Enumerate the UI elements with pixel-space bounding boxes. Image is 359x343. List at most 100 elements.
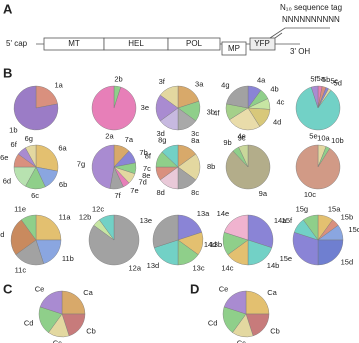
slice-label: 11d xyxy=(0,230,4,239)
tag-pointer xyxy=(274,32,283,39)
slice-label: 6b xyxy=(59,180,67,189)
slice-label: 8e xyxy=(142,171,150,180)
slice-label: 15c xyxy=(348,225,359,234)
pie-slice xyxy=(35,214,62,241)
slice-label: 4g xyxy=(221,81,229,90)
slice-label: 8g xyxy=(158,135,166,144)
slice-label: 8f xyxy=(145,151,152,160)
slice-label: 10c xyxy=(304,190,316,199)
tag-title: N₁₀ sequence tag xyxy=(280,3,342,12)
slice-label: 12c xyxy=(92,205,104,214)
pie-slice xyxy=(247,214,274,248)
slice-label: 4a xyxy=(257,75,266,84)
slice-label: 4c xyxy=(276,98,284,107)
slice-label: 13e xyxy=(140,216,153,225)
pie-slice xyxy=(229,107,261,131)
slice-label: Ce xyxy=(219,285,229,294)
gene-box xyxy=(249,37,276,51)
slice-label: 15g xyxy=(296,205,309,214)
pie-slice xyxy=(317,239,344,266)
slice-label: 2a xyxy=(105,132,114,141)
slice-label: 14c xyxy=(221,263,233,272)
slice-label: 3f xyxy=(159,77,166,86)
slice-label: 1b xyxy=(9,125,17,134)
slice-label: Cb xyxy=(270,327,280,336)
slice-label: Cc xyxy=(237,339,246,343)
slice-label: 2b xyxy=(114,74,122,83)
slice-label: 8a xyxy=(191,136,200,145)
pie-slice xyxy=(35,144,59,172)
slice-label: 7g xyxy=(77,159,85,168)
gene-box xyxy=(167,37,221,51)
slice-label: 11a xyxy=(59,212,72,221)
slice-label: 12b xyxy=(79,212,92,221)
pie-slice xyxy=(99,214,115,241)
gene-label: POL xyxy=(186,39,203,48)
pie-slice xyxy=(292,232,319,266)
slice-label: 13b xyxy=(210,240,223,249)
slice-label: 5e xyxy=(309,132,317,141)
slice-label: Cb xyxy=(86,327,96,336)
slice-label: 4e xyxy=(238,131,246,140)
slice-label: 4f xyxy=(213,108,220,117)
slice-label: 3b xyxy=(207,108,215,117)
pie-slice xyxy=(223,290,247,315)
slice-label: 3d xyxy=(156,129,164,138)
slice-label: 6e xyxy=(0,153,8,162)
slice-label: 3c xyxy=(191,129,199,138)
slice-label: 7e xyxy=(130,186,138,195)
pie-slice xyxy=(152,214,179,248)
panel-label: A xyxy=(3,1,13,16)
pie-slice xyxy=(223,214,249,241)
slice-label: 7a xyxy=(125,135,134,144)
slice-label: 1a xyxy=(54,81,63,90)
slice-label: 11e xyxy=(14,205,26,214)
pie-slice xyxy=(245,290,270,315)
slice-label: 8d xyxy=(156,188,164,197)
pie-slice xyxy=(91,85,137,131)
slice-label: 7f xyxy=(115,191,122,200)
slice-label: Ca xyxy=(83,288,93,297)
slice-label: 3e xyxy=(141,103,149,112)
slice-label: 5c xyxy=(330,77,338,86)
pie-slice xyxy=(226,85,249,109)
slice-label: 15b xyxy=(341,212,354,221)
slice-label: 15d xyxy=(341,258,354,267)
slice-label: 5b xyxy=(322,75,330,84)
slice-label: Cd xyxy=(208,318,218,327)
slice-label: 7b xyxy=(139,148,147,157)
slice-label: 15a xyxy=(328,205,341,214)
slice-label: 5d xyxy=(334,78,342,87)
slice-label: 11c xyxy=(15,265,27,274)
slice-label: Ca xyxy=(267,288,277,297)
pie-slice xyxy=(10,219,37,255)
tag-pointer xyxy=(269,27,330,39)
pie-slice xyxy=(13,85,59,131)
gene-label: MT xyxy=(68,39,80,48)
panel-label: C xyxy=(3,281,13,296)
slice-label: 9b xyxy=(223,138,231,147)
slice-label: 9a xyxy=(259,189,268,198)
panel-label: B xyxy=(3,65,12,80)
slice-label: 13a xyxy=(197,209,210,218)
pie-slice xyxy=(238,144,249,168)
slice-label: 8c xyxy=(191,188,199,197)
slice-label: Ce xyxy=(35,285,45,294)
slice-label: 6c xyxy=(31,191,39,200)
tag-sequence: NNNNNNNNNN xyxy=(282,15,340,24)
slice-label: 10a xyxy=(317,133,330,142)
slice-label: 13c xyxy=(193,263,205,272)
pie-slice xyxy=(295,144,341,190)
slice-label: 6f xyxy=(11,140,18,149)
slice-label: 11b xyxy=(62,254,74,263)
slice-label: 6a xyxy=(58,143,67,152)
slice-label: 15f xyxy=(282,216,293,225)
gene-box xyxy=(221,41,247,56)
pie-slice xyxy=(21,214,37,241)
pie-slice xyxy=(25,144,37,168)
pie-slice xyxy=(303,214,319,241)
slice-label: 14e xyxy=(217,209,230,218)
cap-label: 5' cap xyxy=(6,39,28,48)
